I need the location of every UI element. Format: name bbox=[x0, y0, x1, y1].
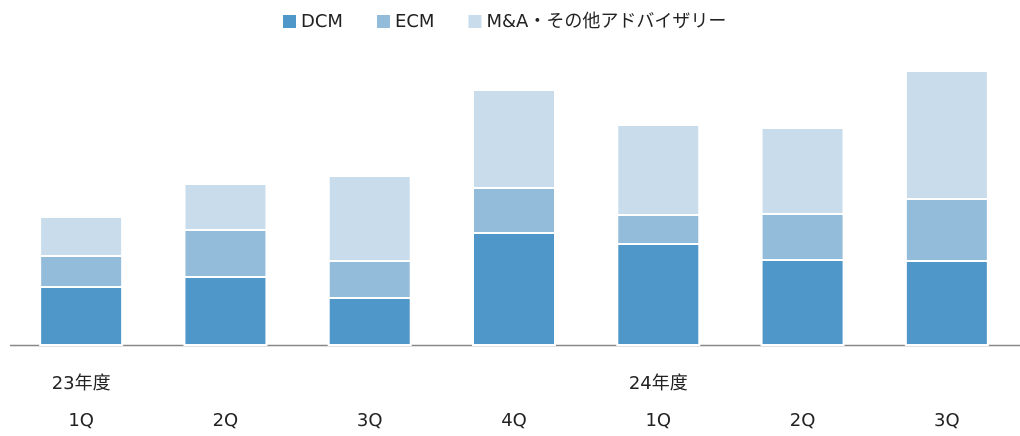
bar-segment bbox=[904, 70, 989, 200]
x-tick-label: 2Q bbox=[790, 410, 816, 431]
legend-swatch bbox=[468, 15, 482, 28]
x-tick-label: 2Q bbox=[213, 410, 239, 431]
bar-segment bbox=[327, 175, 412, 262]
bar-segment bbox=[904, 260, 989, 346]
bar-segment bbox=[183, 183, 268, 231]
x-tick-label: 3Q bbox=[934, 410, 960, 431]
fiscal-year-label: 24年度 bbox=[629, 373, 688, 394]
fiscal-year-label: 23年度 bbox=[52, 373, 111, 394]
bar-segment bbox=[39, 255, 124, 288]
legend-swatch bbox=[283, 15, 296, 28]
bar-segment bbox=[616, 243, 701, 346]
bar-segment bbox=[183, 276, 268, 346]
legend-swatch bbox=[376, 15, 390, 28]
legend-label: DCM bbox=[301, 11, 343, 32]
bar-segment bbox=[616, 124, 701, 216]
bar-segment bbox=[327, 260, 412, 299]
bar-segment bbox=[39, 216, 124, 257]
bar-segment bbox=[616, 214, 701, 245]
bar-segment bbox=[760, 127, 845, 215]
bar-segment bbox=[904, 198, 989, 262]
bar-segment bbox=[39, 286, 124, 346]
x-tick-label: 4Q bbox=[501, 410, 527, 431]
bar-segment bbox=[327, 297, 412, 346]
legend-label: M&A・その他アドバイザリー bbox=[486, 11, 726, 32]
bar-segment bbox=[760, 259, 845, 346]
bar-segment bbox=[760, 213, 845, 261]
x-tick-label: 1Q bbox=[68, 410, 94, 431]
bar-segment bbox=[472, 187, 556, 234]
x-tick-label: 3Q bbox=[357, 410, 383, 431]
bar-segment bbox=[472, 89, 556, 189]
x-tick-label: 1Q bbox=[645, 410, 671, 431]
bar-segment bbox=[183, 229, 268, 278]
bar-segment bbox=[472, 232, 556, 346]
legend-label: ECM bbox=[395, 11, 434, 32]
